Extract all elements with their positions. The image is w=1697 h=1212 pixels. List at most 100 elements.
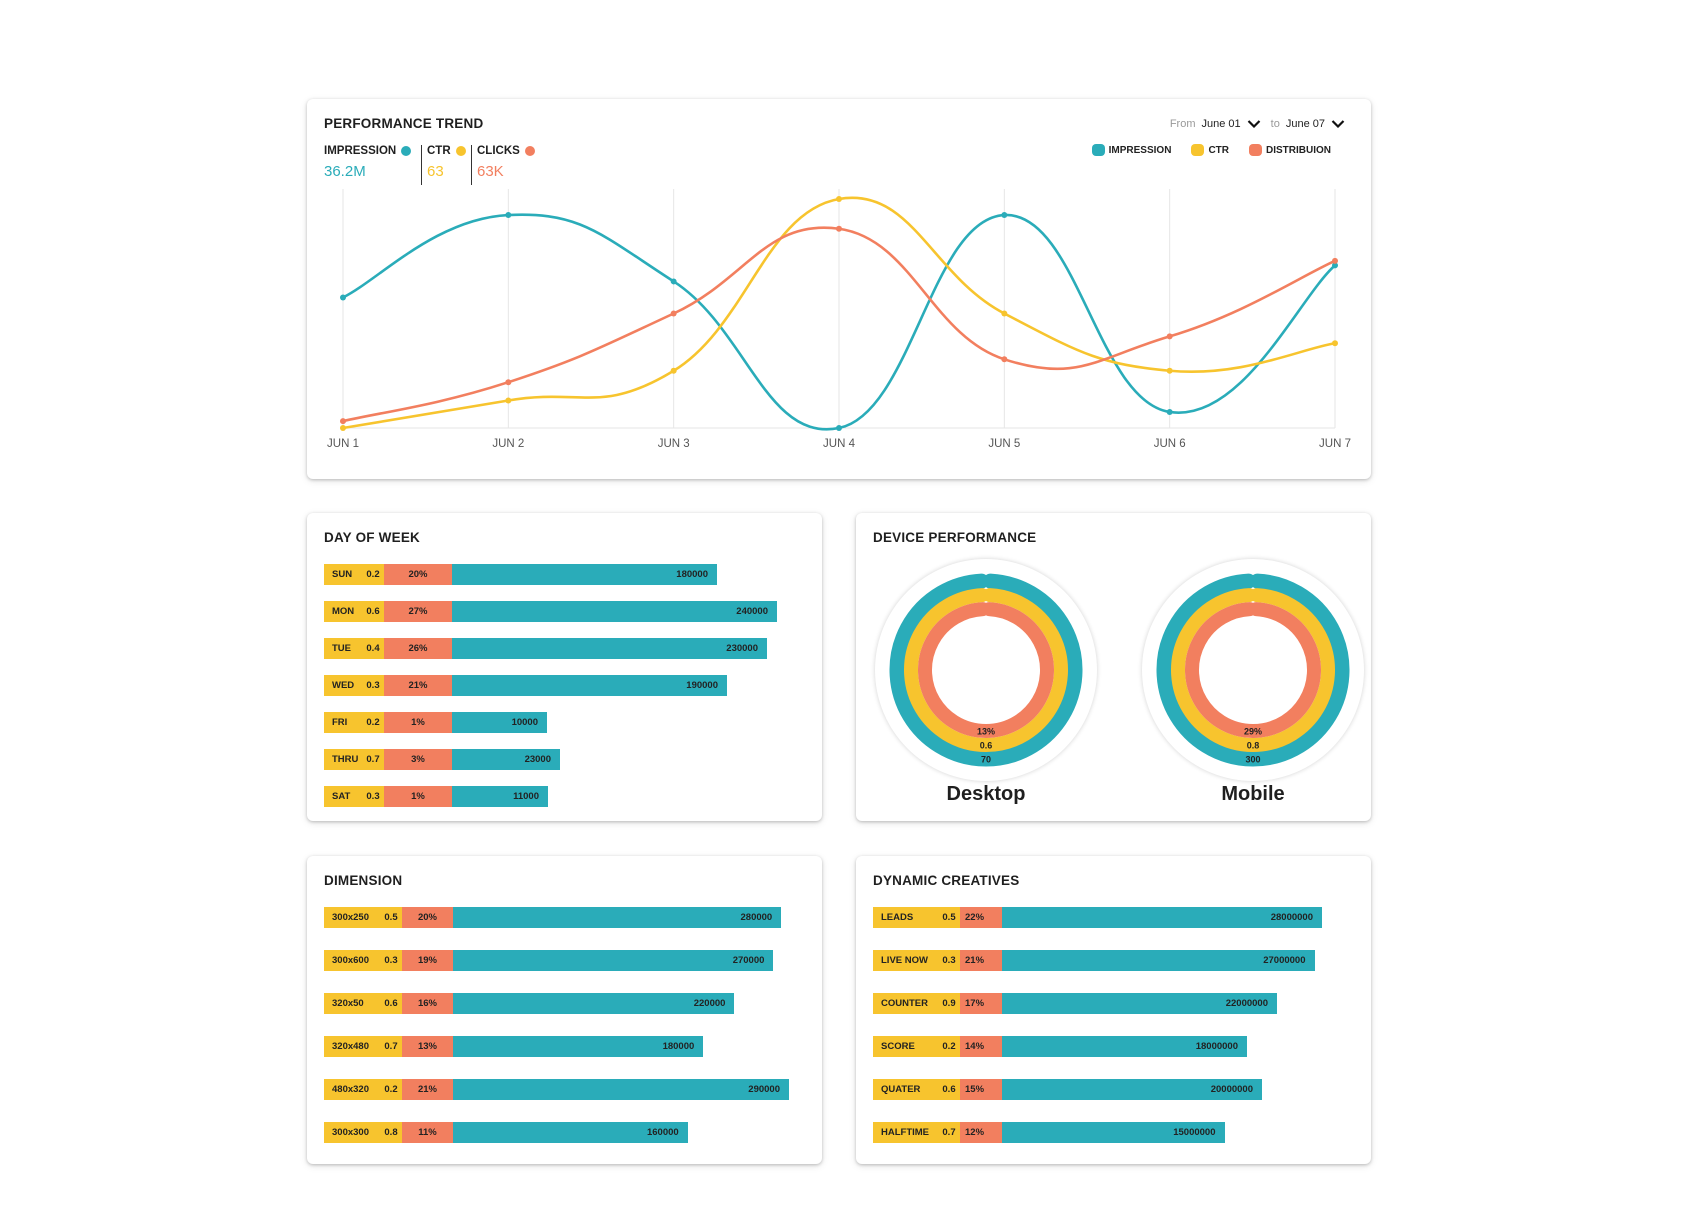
donut-value-label: 0.8 — [1247, 741, 1260, 751]
chevron-down-icon[interactable] — [1247, 119, 1261, 129]
bar-row[interactable]: FRI 0.2 1% 10000 — [324, 712, 547, 733]
device-performance-title: DEVICE PERFORMANCE — [873, 530, 1037, 545]
kpi-impression: IMPRESSION 36.2M — [324, 145, 412, 180]
data-point-clicks[interactable] — [670, 310, 677, 317]
trend-line-chart: JUN 1 JUN 2 JUN 3 JUN 4 JUN 5 JUN 6 JUN 7 — [327, 189, 1351, 450]
data-point-ctr[interactable] — [340, 425, 346, 431]
data-point-clicks[interactable] — [1001, 356, 1008, 363]
bar-category-label: HALFTIME — [873, 1122, 938, 1143]
legend-item-impression[interactable]: IMPRESSION — [1091, 144, 1172, 156]
bar-row[interactable]: 480x320 0.2 21% 290000 — [324, 1079, 789, 1100]
bar-value: 220000 — [453, 993, 735, 1014]
bar-row[interactable]: LEADS 0.5 22% 28000000 — [873, 907, 1322, 928]
legend-label: CTR — [1208, 144, 1229, 156]
data-point-ctr[interactable] — [1166, 367, 1173, 374]
bar-value: 11000 — [452, 786, 548, 807]
bar-value: 10000 — [452, 712, 547, 733]
desktop-donut-chart: 70 0.6 13% — [889, 573, 1083, 767]
bar-row[interactable]: WED 0.3 21% 190000 — [324, 675, 727, 696]
donut-ring-clicks[interactable] — [918, 602, 1054, 738]
data-point-impression[interactable] — [670, 278, 677, 285]
bar-value: 28000000 — [1002, 907, 1322, 928]
day-of-week-title: DAY OF WEEK — [324, 530, 420, 545]
bar-ctr-value: 0.7 — [938, 1122, 960, 1143]
x-tick-label: JUN 3 — [658, 438, 690, 450]
dimension-card: DIMENSION 300x250 0.5 20% 280000 300x600 0.3 1… — [307, 856, 822, 1164]
kpi-ctr-label: CTR — [427, 145, 451, 157]
donut-ring-ctr[interactable] — [904, 588, 1068, 752]
donut-value-label: 0.6 — [980, 741, 993, 751]
data-point-ctr[interactable] — [1332, 340, 1338, 347]
bar-percent-value: 12% — [960, 1122, 1002, 1143]
data-point-clicks[interactable] — [836, 225, 842, 232]
data-point-impression[interactable] — [1001, 212, 1008, 219]
bar-percent-value: 3% — [384, 749, 452, 770]
bar-row[interactable]: SAT 0.3 1% 11000 — [324, 786, 548, 807]
data-point-clicks[interactable] — [1332, 257, 1338, 264]
bar-percent-value: 21% — [384, 675, 452, 696]
kpi-clicks-label: CLICKS — [477, 145, 520, 157]
bar-row[interactable]: THRU 0.7 3% 23000 — [324, 749, 560, 770]
x-tick-label: JUN 4 — [823, 438, 856, 450]
bar-ctr-value: 0.3 — [362, 675, 384, 696]
data-point-clicks[interactable] — [1166, 333, 1173, 340]
bar-ctr-value: 0.8 — [380, 1122, 402, 1143]
data-point-ctr[interactable] — [505, 397, 512, 404]
data-point-clicks[interactable] — [505, 379, 512, 386]
bar-row[interactable]: SCORE 0.2 14% 18000000 — [873, 1036, 1247, 1057]
bar-ctr-value: 0.2 — [362, 712, 384, 733]
donut-value-label: 70 — [981, 755, 991, 765]
bar-row[interactable]: LIVE NOW 0.3 21% 27000000 — [873, 950, 1315, 971]
data-point-impression[interactable] — [340, 294, 346, 301]
bar-row[interactable]: QUATER 0.6 15% 20000000 — [873, 1079, 1262, 1100]
bar-category-label: THRU — [324, 749, 362, 770]
donut-ring-impression[interactable] — [889, 573, 1083, 767]
bar-row[interactable]: 320x480 0.7 13% 180000 — [324, 1036, 704, 1057]
donut-ring-ctr[interactable] — [1171, 588, 1335, 752]
donut-value-label: 300 — [1245, 755, 1260, 765]
mobile-label: Mobile — [1221, 783, 1285, 805]
legend-item-ctr[interactable]: CTR — [1191, 144, 1229, 156]
bar-row[interactable]: HALFTIME 0.7 12% 15000000 — [873, 1122, 1225, 1143]
bar-value: 23000 — [452, 749, 560, 770]
bar-percent-value: 1% — [384, 712, 452, 733]
data-point-impression[interactable] — [505, 212, 512, 219]
donut-value-label: 29% — [1244, 727, 1262, 737]
legend-label: IMPRESSION — [1108, 144, 1172, 156]
donut-ring-clicks[interactable] — [1185, 602, 1321, 738]
bar-row[interactable]: COUNTER 0.9 17% 22000000 — [873, 993, 1277, 1014]
bar-row[interactable]: TUE 0.4 26% 230000 — [324, 638, 767, 659]
data-point-impression[interactable] — [1166, 408, 1173, 415]
bar-row[interactable]: 320x50 0.6 16% 220000 — [324, 993, 735, 1014]
date-to-select[interactable]: June 07 — [1285, 118, 1325, 130]
chevron-down-icon[interactable] — [1331, 119, 1345, 129]
kpi-clicks: CLICKS 63K — [477, 145, 535, 180]
x-tick-label: JUN 2 — [492, 438, 524, 450]
performance-trend-title: PERFORMANCE TREND — [324, 116, 484, 131]
date-from-select[interactable]: June 01 — [1201, 118, 1241, 130]
bar-percent-value: 17% — [960, 993, 1002, 1014]
dynamic-creatives-card: DYNAMIC CREATIVES LEADS 0.5 22% 28000000 LIV… — [856, 856, 1371, 1164]
data-point-impression[interactable] — [1332, 262, 1338, 269]
bar-category-label: SCORE — [873, 1036, 938, 1057]
desktop-label: Desktop — [946, 783, 1026, 805]
bar-row[interactable]: 300x600 0.3 19% 270000 — [324, 950, 774, 971]
desktop-donut: 70 0.6 13% — [875, 559, 1097, 781]
bar-percent-value: 15% — [960, 1079, 1002, 1100]
data-point-impression[interactable] — [836, 425, 842, 431]
legend-item-distribution[interactable]: DISTRIBUION — [1249, 144, 1331, 156]
data-point-ctr[interactable] — [1001, 310, 1008, 317]
data-point-ctr[interactable] — [670, 367, 677, 374]
bar-ctr-value: 0.6 — [938, 1079, 960, 1100]
bar-ctr-value: 0.6 — [380, 993, 402, 1014]
bar-value: 27000000 — [1002, 950, 1315, 971]
bar-row[interactable]: MON 0.6 27% 240000 — [324, 601, 777, 622]
data-point-clicks[interactable] — [340, 418, 346, 425]
bar-row[interactable]: 300x250 0.5 20% 280000 — [324, 907, 782, 928]
donut-ring-impression[interactable] — [1156, 573, 1350, 767]
bar-row[interactable]: SUN 0.2 20% 180000 — [324, 564, 717, 585]
clicks-dot-icon — [524, 146, 535, 156]
bar-row[interactable]: 300x300 0.8 11% 160000 — [324, 1122, 688, 1143]
data-point-ctr[interactable] — [836, 196, 842, 202]
bar-percent-value: 13% — [402, 1036, 453, 1057]
